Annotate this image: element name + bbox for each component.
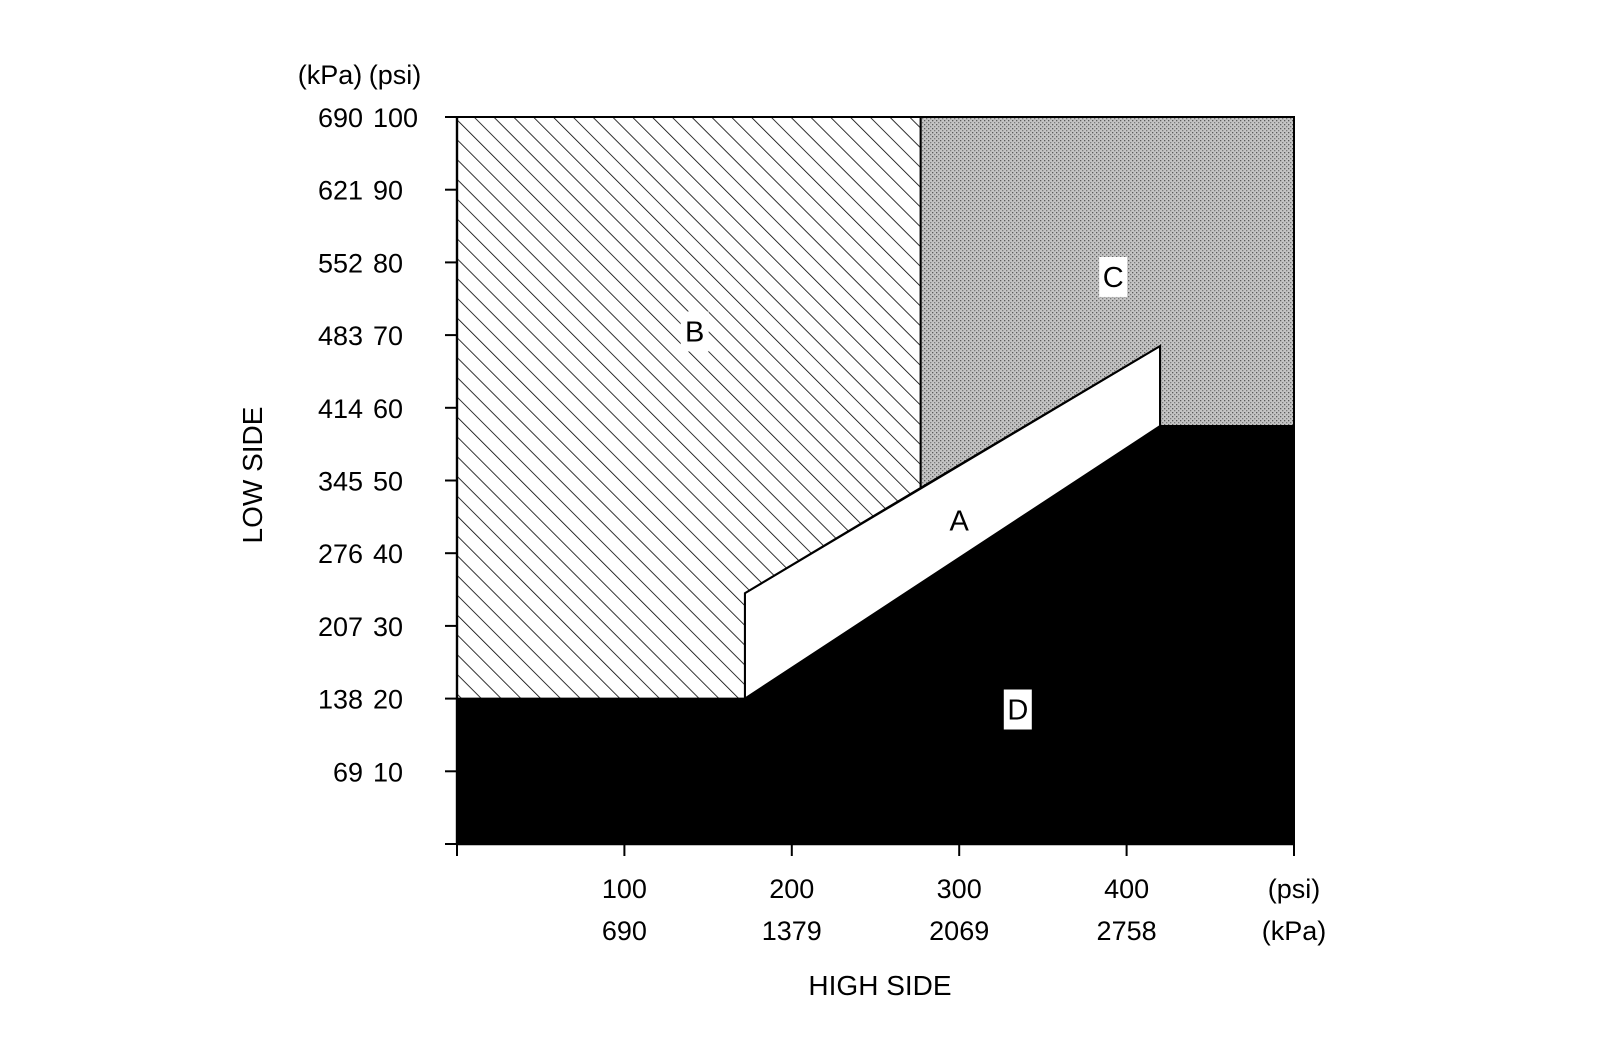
y-tick-label-psi: 100 [373, 103, 418, 133]
y-tick-label-kpa: 414 [318, 394, 363, 424]
x-tick-label-psi: 400 [1104, 874, 1149, 904]
x-unit-label-kpa: (kPa) [1262, 916, 1327, 946]
regions-layer [456, 116, 1295, 845]
region-label-bg-d [1003, 689, 1032, 730]
y-tick-label-psi: 70 [373, 321, 403, 351]
y-tick-label-psi: 50 [373, 467, 403, 497]
x-tick-label-psi: 200 [769, 874, 814, 904]
y-tick-label-kpa: 207 [318, 612, 363, 642]
y-tick-label-kpa: 690 [318, 103, 363, 133]
x-unit-label-psi: (psi) [1268, 874, 1321, 904]
y-tick-label-kpa: 138 [318, 685, 363, 715]
x-tick-label-kpa: 2069 [929, 916, 989, 946]
region-label-b: B [685, 316, 704, 348]
region-label-bg-b [680, 311, 709, 352]
y-tick-label-kpa: 345 [318, 467, 363, 497]
x-tick-label-kpa: 1379 [762, 916, 822, 946]
y-tick-label-kpa: 69 [333, 757, 363, 787]
y-tick-label-kpa: 483 [318, 321, 363, 351]
x-tick-label-psi: 100 [602, 874, 647, 904]
x-axis-title: HIGH SIDE [808, 970, 951, 1001]
x-tick-label-kpa: 2758 [1097, 916, 1157, 946]
x-tick-label-psi: 300 [937, 874, 982, 904]
x-tick-label-kpa: 690 [602, 916, 647, 946]
y-tick-label-psi: 10 [373, 757, 403, 787]
y-tick-label-psi: 40 [373, 539, 403, 569]
region-label-a: A [950, 505, 970, 537]
y-unit-label-kpa: (kPa) [298, 60, 363, 90]
labels-layer: D A B C [680, 256, 1128, 730]
y-tick-label-kpa: 621 [318, 176, 363, 206]
region-label-bg-a [945, 500, 974, 541]
y-tick-label-psi: 80 [373, 248, 403, 278]
region-label-d: D [1007, 695, 1028, 727]
region-label-c: C [1103, 262, 1124, 294]
y-tick-label-psi: 20 [373, 685, 403, 715]
y-tick-label-psi: 90 [373, 176, 403, 206]
region-label-bg-c [1099, 256, 1128, 297]
y-axis-title: LOW SIDE [237, 407, 268, 544]
y-tick-label-psi: 30 [373, 612, 403, 642]
y-unit-label-psi: (psi) [369, 60, 422, 90]
y-tick-label-kpa: 552 [318, 248, 363, 278]
y-tick-label-psi: 60 [373, 394, 403, 424]
y-tick-label-kpa: 276 [318, 539, 363, 569]
axes-layer: 69 10 138 20 207 30 276 40 345 50 414 60 483 70 552 80 6… [237, 60, 1326, 1001]
